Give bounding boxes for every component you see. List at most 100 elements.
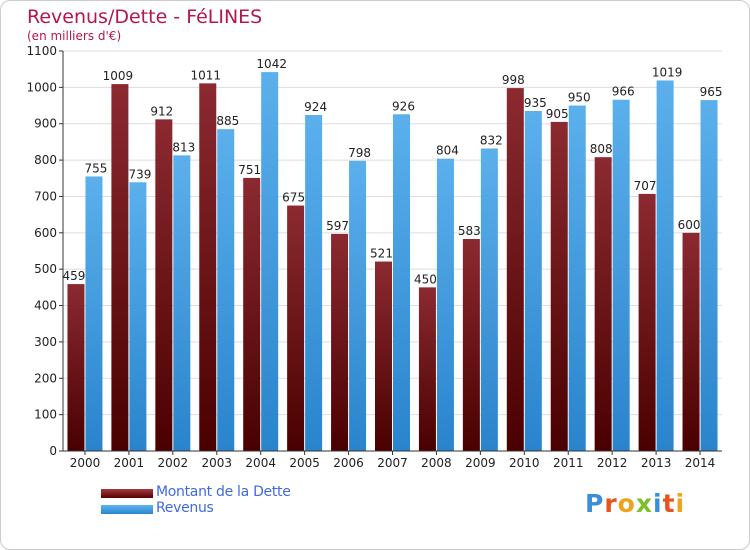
bar-revenus-2004 bbox=[261, 72, 279, 451]
x-tick-label: 2010 bbox=[509, 456, 540, 470]
y-tick-label: 500 bbox=[34, 262, 57, 276]
bar-dette-2014 bbox=[682, 232, 700, 451]
x-tick-label: 2005 bbox=[289, 456, 320, 470]
x-tick-label: 2001 bbox=[114, 456, 145, 470]
x-axis-ticks: 2000 2001 2002 2003 2004 2005 2006 2007 2008 2009… bbox=[70, 451, 716, 470]
logo-letter: o bbox=[617, 489, 636, 518]
bar-dette-2013 bbox=[638, 193, 656, 451]
grid-lines bbox=[63, 50, 722, 416]
bar-dette-2009 bbox=[462, 239, 480, 451]
bar-dette-2008 bbox=[418, 287, 436, 451]
data-label-dette-2005: 675 bbox=[282, 191, 305, 205]
bar-revenus-2013 bbox=[656, 80, 674, 452]
logo-letter: P bbox=[585, 489, 605, 518]
bar-dette-2010 bbox=[506, 88, 524, 451]
x-tick-label: 2002 bbox=[158, 456, 189, 470]
data-label-revenus-2010: 935 bbox=[524, 96, 547, 110]
bar-revenus-2008 bbox=[436, 158, 454, 452]
y-tick-label: 700 bbox=[34, 189, 57, 203]
data-label-revenus-2005: 924 bbox=[304, 100, 327, 114]
data-label-dette-2001: 1009 bbox=[103, 69, 134, 83]
x-tick-label: 2006 bbox=[333, 456, 364, 470]
data-label-dette-2008: 450 bbox=[414, 272, 437, 286]
data-label-revenus-2000: 755 bbox=[85, 161, 108, 175]
chart-subtitle: (en milliers d'€) bbox=[27, 29, 122, 43]
data-label-revenus-2001: 739 bbox=[128, 167, 151, 181]
bar-dette-2005 bbox=[287, 205, 305, 451]
y-tick-label: 1100 bbox=[26, 44, 57, 58]
data-label-revenus-2007: 926 bbox=[392, 99, 415, 113]
x-tick-label: 2009 bbox=[465, 456, 496, 470]
legend-swatch-revenus bbox=[101, 505, 153, 514]
bars bbox=[67, 72, 718, 452]
x-tick-label: 2007 bbox=[377, 456, 408, 470]
x-tick-label: 2000 bbox=[70, 456, 101, 470]
y-tick-label: 400 bbox=[34, 299, 57, 313]
logo-letter: i bbox=[675, 489, 686, 518]
bar-revenus-2003 bbox=[217, 129, 235, 451]
bar-dette-2011 bbox=[550, 121, 568, 451]
x-tick-label: 2004 bbox=[245, 456, 276, 470]
data-label-dette-2003: 1011 bbox=[190, 68, 221, 82]
bar-revenus-2011 bbox=[568, 105, 586, 451]
data-label-revenus-2014: 965 bbox=[700, 85, 723, 99]
logo-letter: r bbox=[604, 489, 618, 518]
y-tick-label: 300 bbox=[34, 335, 57, 349]
x-tick-label: 2008 bbox=[421, 456, 452, 470]
bar-revenus-2014 bbox=[700, 100, 718, 451]
bar-revenus-2012 bbox=[612, 99, 630, 452]
y-tick-label: 100 bbox=[34, 408, 57, 422]
data-label-dette-2011: 905 bbox=[546, 107, 569, 121]
data-label-dette-2012: 808 bbox=[590, 142, 613, 156]
data-label-dette-2014: 600 bbox=[678, 218, 701, 232]
x-tick-label: 2011 bbox=[553, 456, 584, 470]
x-tick-label: 2013 bbox=[641, 456, 672, 470]
bar-dette-2003 bbox=[199, 83, 217, 451]
x-tick-label: 2014 bbox=[685, 456, 716, 470]
data-label-dette-2009: 583 bbox=[458, 224, 481, 238]
data-label-revenus-2011: 950 bbox=[568, 91, 591, 105]
data-label-revenus-2013: 1019 bbox=[652, 65, 683, 79]
data-label-dette-2006: 597 bbox=[326, 219, 349, 233]
data-label-revenus-2008: 804 bbox=[436, 144, 459, 158]
y-tick-label: 600 bbox=[34, 226, 57, 240]
y-tick-label: 1000 bbox=[26, 80, 57, 94]
legend-label-revenus: Revenus bbox=[156, 500, 214, 516]
data-label-dette-2010: 998 bbox=[502, 73, 525, 87]
bar-dette-2012 bbox=[594, 157, 612, 451]
bar-dette-2004 bbox=[243, 177, 261, 451]
bar-revenus-2007 bbox=[393, 114, 410, 451]
bar-revenus-2002 bbox=[173, 155, 191, 451]
bar-revenus-2005 bbox=[305, 115, 323, 451]
y-tick-label: 900 bbox=[34, 117, 57, 131]
logo-letter: i bbox=[653, 489, 663, 518]
chart-title: Revenus/Dette - FéLINES bbox=[27, 6, 263, 28]
bar-dette-2000 bbox=[67, 284, 85, 451]
data-label-dette-2002: 912 bbox=[150, 104, 173, 118]
logo-letter: x bbox=[635, 489, 653, 518]
x-tick-label: 2003 bbox=[201, 456, 232, 470]
data-label-dette-2004: 751 bbox=[238, 163, 261, 177]
bar-revenus-2006 bbox=[349, 160, 367, 451]
data-label-revenus-2004: 1042 bbox=[256, 57, 287, 71]
bar-revenus-2001 bbox=[129, 182, 147, 452]
y-tick-label: 200 bbox=[34, 371, 57, 385]
proxiti-logo: Proxiti bbox=[585, 489, 685, 518]
bar-revenus-2010 bbox=[524, 111, 542, 451]
y-axis-ticks: 0 100 200 300 400 500 600 700 800 900 1000 1100 bbox=[26, 44, 63, 458]
data-label-revenus-2012: 966 bbox=[612, 85, 635, 99]
data-label-revenus-2009: 832 bbox=[480, 133, 503, 147]
data-labels: 459 755 1009 739 912 813 1011 885 751 1042 675 924 5… bbox=[63, 57, 723, 286]
bar-dette-2001 bbox=[111, 84, 129, 451]
data-label-dette-2000: 459 bbox=[63, 269, 86, 283]
data-label-revenus-2002: 813 bbox=[172, 140, 195, 154]
legend-swatch-dette bbox=[101, 489, 153, 498]
data-label-dette-2007: 521 bbox=[370, 247, 393, 261]
bar-dette-2002 bbox=[155, 119, 173, 451]
bar-dette-2006 bbox=[331, 233, 349, 451]
logo-letter: t bbox=[662, 489, 676, 518]
x-tick-label: 2012 bbox=[597, 456, 628, 470]
bar-revenus-2009 bbox=[480, 148, 498, 452]
